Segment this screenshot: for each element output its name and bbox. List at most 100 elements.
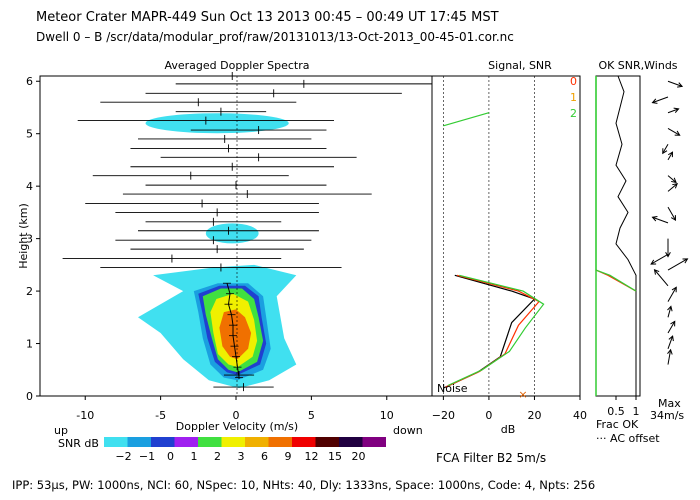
- snr-series-2: [447, 274, 545, 387]
- snr-colorbar: SNR dB −2 −1 0 1 2 3 6 9 12 15 20: [58, 437, 386, 463]
- wind-arrow-10: [667, 206, 677, 222]
- wind-arrow-3: [667, 305, 673, 318]
- velocity-error-bar-0: [213, 383, 274, 392]
- doppler-ytick-5: 5: [26, 128, 33, 141]
- doppler-ytick-4: 4: [26, 180, 33, 193]
- snr-xlabel: dB: [501, 423, 516, 436]
- doppler-xtick-2: 0: [233, 409, 240, 422]
- snr-panel-title: Signal, SNR: [488, 59, 552, 72]
- colorbar-tick-7: 9: [285, 450, 292, 463]
- snr-xtick-2: 20: [527, 409, 541, 422]
- snr-contour-5: [219, 309, 252, 360]
- velocity-error-bar-6: [138, 226, 319, 235]
- doppler-xtick-1: -5: [155, 409, 166, 422]
- velocity-error-bar-4: [130, 245, 304, 254]
- velocity-error-bar-17: [190, 126, 327, 135]
- doppler-ytick-0: 0: [26, 390, 33, 403]
- plot-title-line2: Dwell 0 – B /scr/data/modular_prof/raw/2…: [36, 30, 514, 44]
- wind-arrow-6: [667, 258, 689, 271]
- doppler-xtick-0: -10: [76, 409, 94, 422]
- wind-arrow-18: [667, 80, 684, 88]
- velocity-error-bar-21: [145, 89, 402, 98]
- doppler-xlabel: Doppler Velocity (m/s): [176, 420, 298, 433]
- snr-xtick-3: 40: [573, 409, 587, 422]
- max-label: Max: [658, 397, 681, 410]
- snr-frame: [431, 75, 581, 397]
- velocity-error-bar-11: [145, 181, 327, 190]
- colorbar-tick-1: −1: [139, 450, 155, 463]
- noise-label: Noise: [437, 382, 468, 395]
- winds-panel-title: OK SNR,Winds: [598, 59, 677, 72]
- velocity-error-bar-8: [115, 208, 319, 217]
- doppler-ytick-2: 2: [26, 285, 33, 298]
- snr-panel: Signal, SNR dB −20 0 20 40 Noise 0 1 2 ×: [431, 59, 587, 436]
- colorbar-swatch-11: [362, 437, 386, 447]
- doppler-xtick-4: 10: [380, 409, 394, 422]
- colorbar-tick-8: 12: [305, 450, 319, 463]
- velocity-error-bar-18: [77, 116, 334, 125]
- wind-arrow-8: [665, 238, 671, 258]
- direction-up-label: up: [54, 424, 68, 437]
- snr-xtick-0: −20: [432, 409, 455, 422]
- wind-arrow-11: [667, 183, 678, 192]
- legend-0: 0: [570, 75, 577, 88]
- colorbar-swatch-9: [315, 437, 339, 447]
- wind-arrow-7: [650, 253, 669, 265]
- wind-arrow-5: [653, 268, 669, 287]
- colorbar-swatch-10: [339, 437, 363, 447]
- velocity-error-bar-19: [175, 107, 267, 116]
- snr-series-2-upper: [443, 112, 490, 127]
- snr-patch-1: [205, 223, 259, 244]
- velocity-error-bar-7: [145, 217, 282, 226]
- velocity-error-bar-14: [160, 153, 357, 162]
- noise-marker: ×: [518, 388, 527, 401]
- wind-arrow-16: [667, 107, 680, 114]
- snr-patch-0: [145, 113, 289, 134]
- filter-label: FCA Filter B2 5m/s: [436, 451, 547, 465]
- colorbar-swatch-2: [151, 437, 175, 447]
- colorbar-tick-10: 20: [352, 450, 366, 463]
- plot-title-line1: Meteor Crater MAPR-449 Sun Oct 13 2013 0…: [36, 10, 499, 25]
- colorbar-tick-3: 1: [191, 450, 198, 463]
- colorbar-tick-6: 6: [261, 450, 268, 463]
- colorbar-tick-2: 0: [167, 450, 174, 463]
- velocity-error-bar-9: [85, 199, 319, 208]
- velocity-error-bar-12: [92, 171, 289, 180]
- doppler-ylabel: Height (km): [17, 203, 30, 269]
- frac-snr-line-2: [595, 76, 637, 292]
- wind-arrow-9: [651, 215, 669, 224]
- colorbar-tick-9: 15: [328, 450, 342, 463]
- wind-arrow-2: [667, 320, 676, 334]
- doppler-ytick-6: 6: [26, 75, 33, 88]
- colorbar-swatch-7: [268, 437, 292, 447]
- wind-arrow-0: [667, 348, 673, 365]
- velocity-error-bar-15: [130, 144, 327, 153]
- direction-down-label: down: [393, 424, 423, 437]
- doppler-xtick-3: 5: [308, 409, 315, 422]
- winds-panel: OK SNR,Winds 0.5 1 Frac OK ··· AC offset …: [595, 59, 689, 445]
- footer-params: IPP: 53μs, PW: 1000ns, NCI: 60, NSpec: 1…: [12, 478, 596, 492]
- velocity-error-bar-5: [115, 236, 312, 245]
- frac-ok-line: [615, 75, 637, 396]
- wind-arrow-12: [667, 175, 677, 184]
- snr-xtick-1: 0: [485, 409, 492, 422]
- frac-xtick-0: 0.5: [607, 405, 625, 418]
- colorbar-tick-4: 2: [214, 450, 221, 463]
- wind-arrow-17: [651, 96, 669, 104]
- wind-arrow-1: [667, 335, 674, 349]
- wind-arrow-13: [667, 151, 674, 161]
- velocity-error-bar-20: [100, 98, 297, 107]
- ac-offset-label: ··· AC offset: [596, 432, 660, 445]
- colorbar-tick-0: −2: [115, 450, 131, 463]
- colorbar-swatch-8: [292, 437, 316, 447]
- legend-2: 2: [570, 107, 577, 120]
- velocity-error-bar-13: [130, 162, 334, 171]
- max-speed-label: 34m/s: [650, 409, 684, 422]
- wind-arrow-15: [667, 128, 681, 136]
- colorbar-swatch-1: [127, 437, 151, 447]
- colorbar-tick-5: 3: [238, 450, 245, 463]
- colorbar-label: SNR dB: [58, 437, 99, 450]
- doppler-panel: Averaged Doppler Spectra -10 -5 0 5 10 0 1 2 3 4…: [17, 59, 433, 437]
- colorbar-swatch-0: [104, 437, 128, 447]
